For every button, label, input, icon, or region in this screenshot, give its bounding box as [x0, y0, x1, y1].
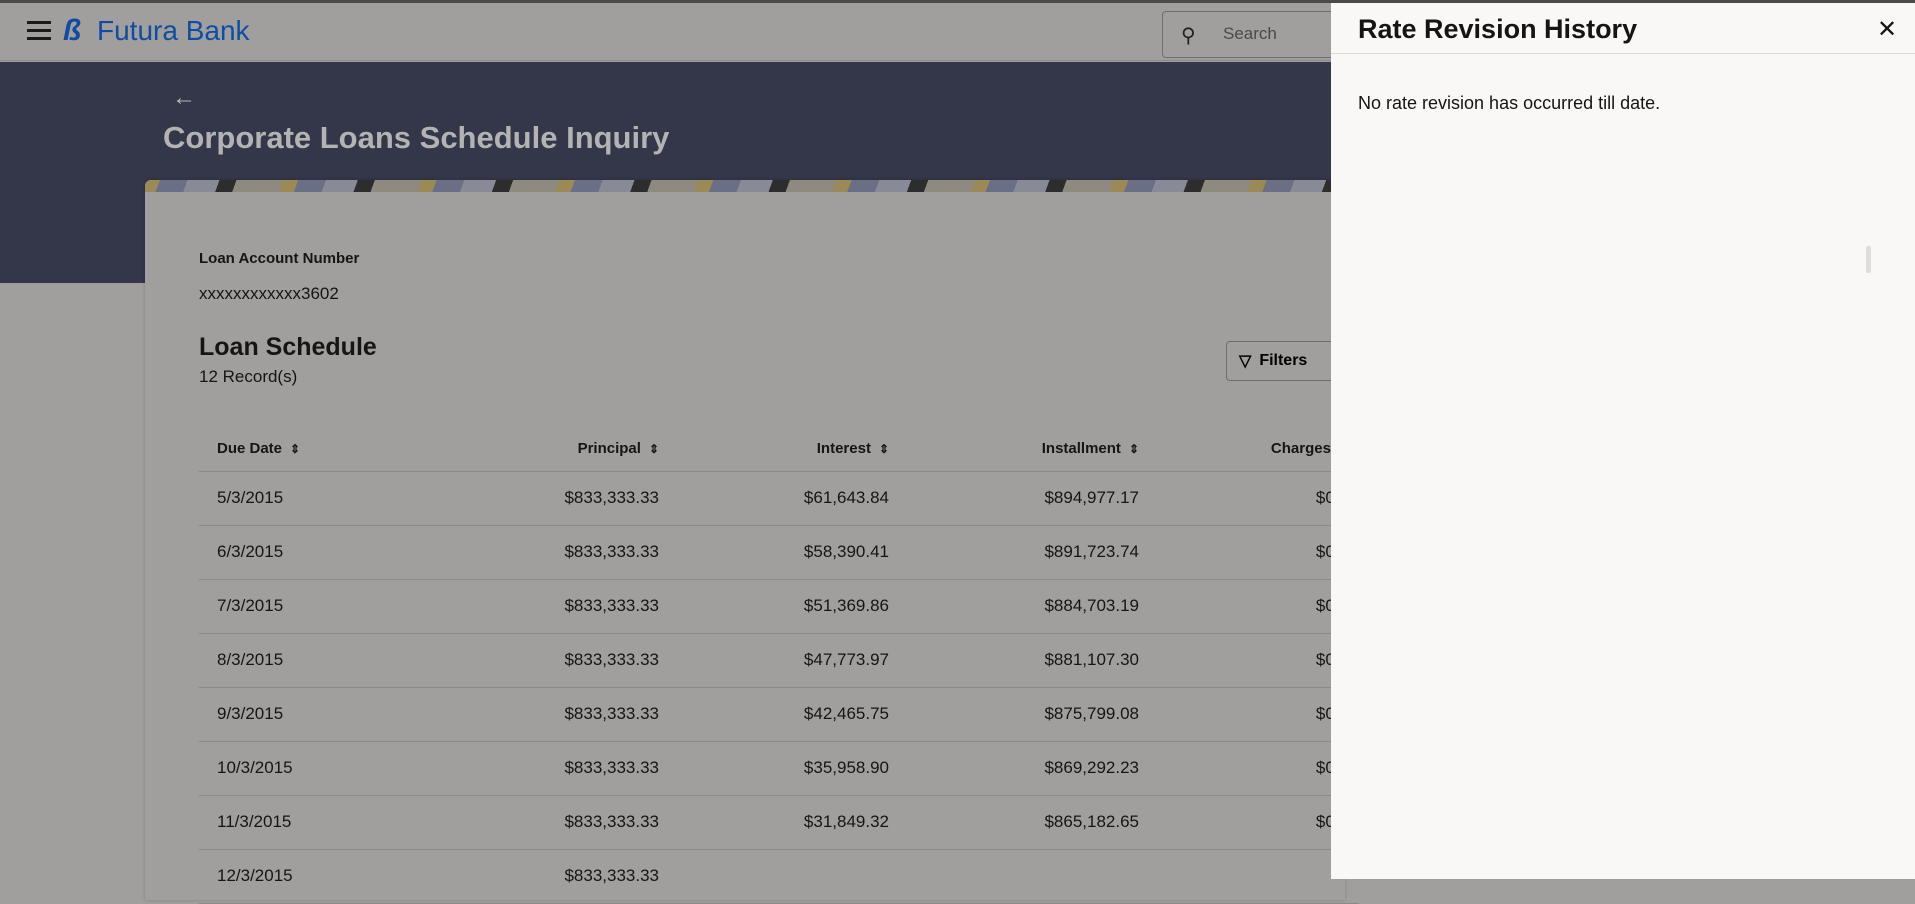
- table-row[interactable]: 5/3/2015 $833,333.33 $61,643.84 $894,977.17…: [199, 471, 1359, 526]
- cell-charges: $0.0: [1149, 525, 1359, 580]
- sort-icon[interactable]: ⇕: [878, 442, 889, 457]
- panel-message: No rate revision has occurred till date.: [1358, 93, 1661, 113]
- cell-principal: $833,333.33: [449, 795, 669, 850]
- column-header-due-date[interactable]: Due Date ⇕: [199, 427, 449, 472]
- search-icon: ⚲: [1181, 25, 1196, 47]
- sort-icon[interactable]: ⇕: [1128, 442, 1139, 457]
- table-row[interactable]: 9/3/2015 $833,333.33 $42,465.75 $875,799.08…: [199, 687, 1359, 742]
- table-row[interactable]: 12/3/2015 $833,333.33: [199, 849, 1359, 904]
- sort-icon[interactable]: ⇕: [290, 442, 301, 457]
- cell-installment: $869,292.23: [899, 741, 1149, 796]
- loan-schedule-table: Due Date ⇕ Principal ⇕ Interest ⇕ Installment ⇕…: [199, 427, 1359, 904]
- rate-revision-panel: Rate Revision History ✕ No rate revision…: [1331, 3, 1915, 879]
- cell-charges: [1149, 849, 1359, 904]
- sort-icon[interactable]: ⇕: [648, 442, 659, 457]
- record-count: 12 Record(s): [199, 367, 298, 386]
- cell-principal: $833,333.33: [449, 633, 669, 688]
- account-label: Loan Account Number: [199, 250, 360, 267]
- close-icon[interactable]: ✕: [1877, 16, 1898, 43]
- cell-interest: $58,390.41: [669, 525, 899, 580]
- cell-interest: $51,369.86: [669, 579, 899, 634]
- menu-icon[interactable]: [27, 21, 51, 41]
- back-arrow-icon[interactable]: ←: [172, 84, 196, 111]
- filters-label: Filters: [1259, 352, 1308, 369]
- cell-installment: $894,977.17: [899, 471, 1149, 526]
- cell-installment: $865,182.65: [899, 795, 1149, 850]
- cell-due-date: 10/3/2015: [199, 741, 449, 796]
- schedule-card: Loan Account Number xxxxxxxxxxxx3602 Loa…: [145, 180, 1359, 904]
- column-header-charges[interactable]: Charges⇕: [1149, 427, 1359, 472]
- column-label: Installment: [1041, 440, 1121, 458]
- cell-principal: $833,333.33: [449, 849, 669, 904]
- cell-charges: $0.0: [1149, 633, 1359, 688]
- column-header-interest[interactable]: Interest ⇕: [669, 427, 899, 472]
- cell-interest: $61,643.84: [669, 471, 899, 526]
- cell-interest: $47,773.97: [669, 633, 899, 688]
- account-number: xxxxxxxxxxxx3602: [199, 284, 339, 303]
- cell-principal: $833,333.33: [449, 579, 669, 634]
- column-label: Charges: [1270, 440, 1331, 458]
- cell-principal: $833,333.33: [449, 741, 669, 796]
- cell-charges: $0.0: [1149, 741, 1359, 796]
- filter-icon: ▽: [1239, 353, 1252, 370]
- filters-button[interactable]: ▽ Filters: [1226, 341, 1346, 381]
- column-label: Due Date: [217, 440, 283, 458]
- cell-installment: [899, 849, 1149, 904]
- window-top-border: [0, 0, 1915, 3]
- page-title: Corporate Loans Schedule Inquiry: [163, 120, 670, 155]
- search-input[interactable]: [1223, 24, 1353, 44]
- cell-due-date: 7/3/2015: [199, 579, 449, 634]
- table-row[interactable]: 8/3/2015 $833,333.33 $47,773.97 $881,107.30…: [199, 633, 1359, 688]
- table-row[interactable]: 10/3/2015 $833,333.33 $35,958.90 $869,292.2…: [199, 741, 1359, 796]
- search-box[interactable]: ⚲: [1162, 11, 1362, 58]
- divider: [1331, 53, 1915, 54]
- cell-principal: $833,333.33: [449, 687, 669, 742]
- logo-icon: ß: [63, 14, 82, 47]
- cell-charges: $0.0: [1149, 687, 1359, 742]
- cell-due-date: 11/3/2015: [199, 795, 449, 850]
- cell-charges: $0.0: [1149, 471, 1359, 526]
- table-row[interactable]: 11/3/2015 $833,333.33 $31,849.32 $865,182.6…: [199, 795, 1359, 850]
- table-row[interactable]: 7/3/2015 $833,333.33 $51,369.86 $884,703.19…: [199, 579, 1359, 634]
- cell-installment: $891,723.74: [899, 525, 1149, 580]
- decorative-strip: [145, 180, 1345, 192]
- column-label: Principal: [577, 440, 641, 458]
- section-title: Loan Schedule: [199, 333, 377, 361]
- brand-name: Futura Bank: [97, 15, 250, 46]
- column-header-principal[interactable]: Principal ⇕: [449, 427, 669, 472]
- cell-installment: $884,703.19: [899, 579, 1149, 634]
- cell-due-date: 8/3/2015: [199, 633, 449, 688]
- cell-interest: [669, 849, 899, 904]
- cell-interest: $35,958.90: [669, 741, 899, 796]
- column-header-installment[interactable]: Installment ⇕: [899, 427, 1149, 472]
- cell-principal: $833,333.33: [449, 471, 669, 526]
- cell-installment: $875,799.08: [899, 687, 1149, 742]
- cell-due-date: 9/3/2015: [199, 687, 449, 742]
- scrollbar[interactable]: [1866, 246, 1871, 273]
- cell-installment: $881,107.30: [899, 633, 1149, 688]
- cell-charges: $0.0: [1149, 795, 1359, 850]
- cell-charges: $0.0: [1149, 579, 1359, 634]
- table-row[interactable]: 6/3/2015 $833,333.33 $58,390.41 $891,723.74…: [199, 525, 1359, 580]
- cell-due-date: 5/3/2015: [199, 471, 449, 526]
- column-label: Interest: [816, 440, 871, 458]
- cell-interest: $31,849.32: [669, 795, 899, 850]
- cell-due-date: 6/3/2015: [199, 525, 449, 580]
- panel-title: Rate Revision History: [1358, 14, 1638, 44]
- brand-logo[interactable]: ß Futura Bank: [63, 15, 250, 47]
- cell-due-date: 12/3/2015: [199, 849, 449, 904]
- cell-interest: $42,465.75: [669, 687, 899, 742]
- cell-principal: $833,333.33: [449, 525, 669, 580]
